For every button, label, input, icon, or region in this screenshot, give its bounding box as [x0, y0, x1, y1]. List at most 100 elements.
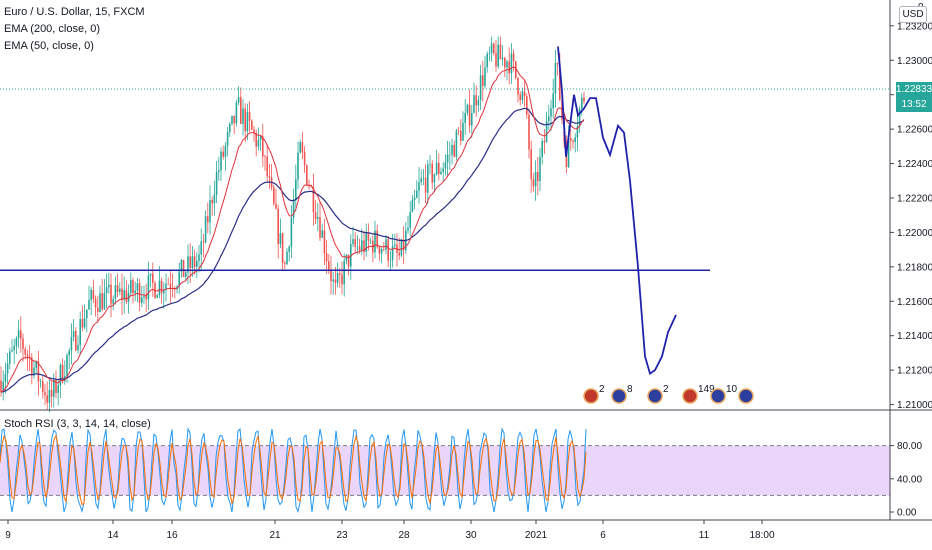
candle-body [402, 239, 405, 251]
stoch-k-line [0, 427, 587, 514]
candle-body [226, 132, 229, 146]
price-tick-label: 1.22000 [897, 228, 932, 239]
candle-body [504, 57, 506, 68]
candle-body [46, 395, 48, 403]
time-axis[interactable]: 9 14 16 21 23 28 30 2021 6 11 18:00 [5, 520, 775, 541]
candle-body [576, 126, 579, 138]
candle-body [420, 178, 422, 183]
candle-body [554, 63, 557, 94]
candle-body [550, 108, 552, 117]
candle-body [68, 350, 70, 356]
candle-body [468, 104, 471, 126]
stoch-legend[interactable]: Stoch RSI (3, 3, 14, 14, close) [4, 418, 151, 430]
event-flag-icon[interactable] [611, 388, 627, 404]
candle-body [433, 174, 436, 183]
price-tick-label: 1.22200 [897, 193, 932, 204]
time-tick-label: 14 [107, 530, 119, 541]
price-tick-label: 1.22600 [897, 125, 932, 136]
candle-body [306, 165, 308, 185]
candle-body [354, 239, 356, 247]
projection-drawing[interactable] [557, 46, 677, 376]
candle-body [163, 289, 165, 294]
stoch-d-line [0, 434, 587, 506]
event-flag-icon[interactable] [682, 388, 698, 404]
candle-body [290, 217, 293, 247]
time-tick-label: 21 [269, 530, 281, 541]
candle-body [20, 330, 22, 339]
candle-body [490, 43, 493, 54]
ema50-line [0, 66, 585, 393]
candle-body [220, 151, 222, 171]
candle-body [442, 168, 444, 172]
time-tick-label: 18:00 [749, 530, 774, 541]
candle-body [429, 163, 431, 165]
candle-body [484, 67, 486, 87]
candle-body [352, 239, 354, 245]
candle-body [273, 187, 275, 204]
candle-body [191, 256, 194, 269]
candle-body [277, 208, 279, 244]
candle-body [350, 244, 352, 267]
candle-body [453, 144, 455, 157]
event-flag-icon[interactable] [710, 388, 726, 404]
candle-body [310, 186, 312, 188]
candle-body [431, 163, 433, 183]
candle-body [537, 171, 539, 182]
candle-body [427, 164, 429, 193]
candle-body [200, 241, 202, 255]
candle-body [339, 273, 341, 275]
candle-body [574, 137, 576, 143]
stoch-axis[interactable]: 80.00 40.00 0.00 [890, 441, 922, 519]
time-tick-label: 2021 [525, 530, 548, 541]
candle-body [103, 292, 106, 310]
candle-body [101, 293, 103, 310]
candle-body [187, 256, 189, 273]
candle-body [521, 91, 524, 100]
candle-body [341, 274, 343, 285]
candle-body [552, 93, 554, 109]
candle-body [317, 217, 319, 220]
time-tick-label: 30 [465, 530, 477, 541]
candle-body [182, 259, 185, 277]
price-tick-label: 1.21200 [897, 366, 932, 377]
price-tick-label: 1.21600 [897, 297, 932, 308]
candle-body [97, 307, 99, 312]
event-flag-icon[interactable] [738, 388, 754, 404]
candle-body [136, 283, 139, 291]
event-flag-icon[interactable] [647, 388, 663, 404]
candle-body [48, 389, 51, 403]
candle-body [407, 227, 409, 231]
candle-body [231, 115, 233, 124]
candle-body [460, 130, 462, 141]
candle-body [451, 144, 453, 155]
candle-body [363, 240, 365, 252]
candle-body [215, 172, 218, 195]
candle-body [121, 288, 123, 300]
candle-body [328, 261, 330, 270]
candle-body [530, 149, 532, 180]
candle-body [79, 319, 81, 345]
candle-body [495, 53, 497, 67]
candle-body [178, 271, 180, 287]
event-flag-icon[interactable] [583, 388, 599, 404]
candle-body [66, 355, 68, 376]
candle-body [185, 272, 187, 277]
candle-body [218, 170, 220, 173]
ema200-legend[interactable]: EMA (200, close, 0) [4, 23, 100, 35]
candle-body [301, 142, 304, 153]
candle-body [506, 61, 508, 68]
candle-body [193, 256, 196, 267]
candle-body [189, 256, 191, 269]
ema200-line [0, 107, 585, 393]
stoch-rsi-panel[interactable] [0, 427, 890, 514]
ema50-legend[interactable]: EMA (50, close, 0) [4, 40, 94, 52]
candle-body [207, 216, 209, 223]
economic-events[interactable]: 2 8 2 149 10 [583, 384, 754, 404]
currency-button[interactable]: USD [899, 6, 927, 23]
candle-body [416, 190, 418, 198]
candle-body [581, 97, 583, 109]
price-axis[interactable]: 1.232001.230001.228001.226001.224001.222… [890, 21, 932, 411]
candle-body [559, 63, 561, 101]
candle-body [246, 112, 249, 132]
